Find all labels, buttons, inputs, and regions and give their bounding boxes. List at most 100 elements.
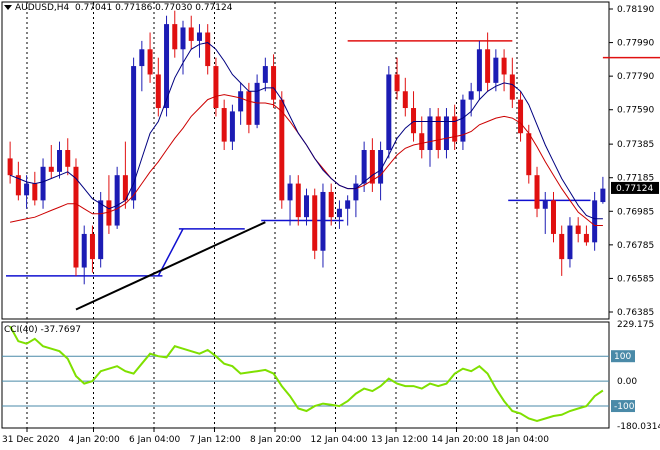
candle [485, 32, 491, 92]
fast-ma-line [9, 42, 603, 220]
time-tick-label: 4 Jan 20:00 [69, 435, 121, 445]
candle-body [592, 200, 598, 243]
candle-body [48, 166, 54, 172]
candle-body [378, 150, 384, 184]
candle [147, 32, 153, 83]
chart-frame [1, 1, 610, 429]
candle-body [501, 57, 507, 75]
price-tick-label: 0.78190 [617, 5, 654, 15]
candle-body [287, 183, 293, 201]
candle [476, 40, 482, 100]
candle-body [468, 91, 474, 100]
candle-body [254, 82, 260, 125]
candle [246, 82, 252, 134]
candle [262, 57, 268, 92]
candle [575, 217, 581, 243]
candle [155, 57, 161, 117]
candle-body [575, 225, 581, 234]
candle-body [493, 57, 499, 83]
cci-line [9, 325, 604, 423]
candle-body [509, 74, 515, 100]
candle [139, 40, 145, 92]
moving-averages [9, 42, 603, 226]
time-tick-label: 13 Jan 12:00 [371, 435, 428, 445]
candle-body [369, 150, 375, 184]
candle [394, 57, 400, 100]
candle [542, 191, 548, 234]
cci-tick-label: -100 [614, 402, 635, 412]
candle-body [122, 175, 128, 201]
candle [493, 49, 499, 92]
candle [205, 24, 211, 75]
candle [114, 166, 120, 229]
cci-level-box [611, 350, 635, 363]
candle-body [336, 208, 342, 218]
candle-body [583, 233, 589, 243]
candle [361, 141, 367, 192]
candle [509, 57, 515, 109]
candle-body [386, 74, 392, 151]
chart-header[interactable]: AUDUSD,H4 0.77041 0.77186 0.77030 0.7712… [4, 3, 232, 13]
chevron-down-icon[interactable] [4, 5, 12, 10]
ohlc-values: 0.77041 0.77186 0.77030 0.77124 [75, 3, 233, 13]
price-tick-label: 0.76385 [617, 308, 654, 318]
candle-body [550, 200, 556, 234]
time-tick-label: 31 Dec 2020 [2, 435, 60, 445]
candle [254, 74, 260, 129]
candle-body [81, 233, 87, 268]
candle [81, 225, 87, 285]
candle-body [65, 150, 71, 167]
candle-body [172, 24, 178, 50]
candle-body [345, 200, 351, 209]
time-tick-label: 12 Jan 04:00 [311, 435, 368, 445]
candle-body [353, 183, 359, 201]
candle [592, 191, 598, 251]
candle-body [402, 91, 408, 109]
candle-body [567, 225, 573, 260]
candle-body [139, 49, 145, 67]
candle-body [229, 111, 235, 142]
candle [427, 108, 433, 167]
candle-body [328, 191, 334, 218]
candle-body [164, 24, 170, 109]
candles [7, 10, 606, 285]
price-tick-label: 0.77990 [617, 39, 654, 49]
candle [369, 138, 375, 192]
candle [229, 104, 235, 151]
candle [48, 144, 54, 179]
current-price-box [611, 181, 659, 194]
candle-body [559, 233, 565, 260]
candle [287, 175, 293, 226]
candle [452, 104, 458, 151]
price-tick-label: 0.77790 [617, 72, 654, 82]
candle [32, 171, 38, 206]
cci-tick-label: 100 [614, 352, 631, 362]
candle-body [320, 191, 326, 251]
candle-body [295, 183, 301, 218]
candle [567, 217, 573, 268]
candle [57, 141, 63, 179]
candle-body [279, 99, 285, 201]
support-level-step [157, 228, 184, 277]
candle [304, 188, 309, 226]
candle [188, 15, 194, 50]
candle [295, 175, 301, 226]
candle-body [304, 195, 309, 218]
candle-body [73, 166, 79, 268]
candle [65, 138, 71, 176]
candle-body [518, 99, 524, 134]
candle-body [106, 200, 112, 226]
candle [534, 166, 540, 218]
price-axis-ticks: 0.78190 0.77990 0.77790 0.77590 0.77385 0.771… [609, 5, 659, 318]
candle [386, 66, 392, 159]
candle-body [600, 188, 606, 203]
candle [172, 10, 178, 58]
candle-body [57, 150, 63, 172]
candle [271, 54, 277, 109]
cci-panel-border [1, 321, 610, 429]
candle-body [196, 32, 202, 41]
candle [238, 82, 244, 125]
cci-tick-label: -180.0314 [617, 422, 660, 432]
candle [559, 225, 565, 276]
